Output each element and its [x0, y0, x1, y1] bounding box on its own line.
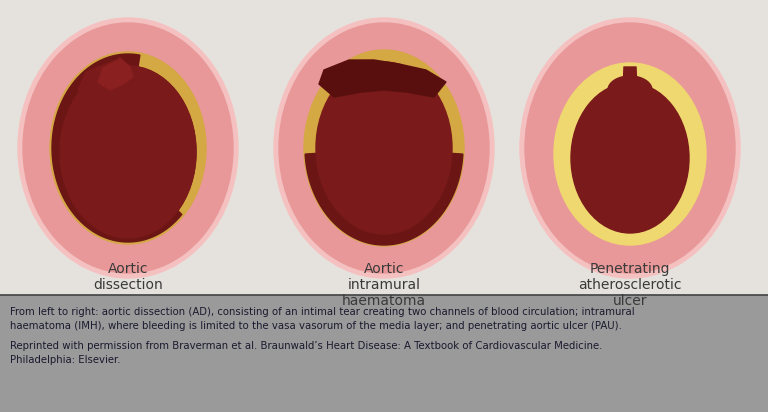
Ellipse shape	[316, 62, 452, 234]
Polygon shape	[78, 60, 136, 102]
Ellipse shape	[520, 18, 740, 278]
Text: Penetrating
atherosclerotic
ulcer: Penetrating atherosclerotic ulcer	[578, 262, 682, 309]
Text: Aortic
dissection: Aortic dissection	[93, 262, 163, 292]
Text: haematoma (IMH), where bleeding is limited to the vasa vasorum of the media laye: haematoma (IMH), where bleeding is limit…	[10, 321, 622, 331]
Polygon shape	[623, 67, 637, 90]
Text: Reprinted with permission from Braverman et al. Braunwald’s Heart Disease: A Tex: Reprinted with permission from Braverman…	[10, 341, 602, 351]
Text: From left to right: aortic dissection (AD), consisting of an intimal tear creati: From left to right: aortic dissection (A…	[10, 307, 634, 317]
Ellipse shape	[554, 63, 706, 245]
Ellipse shape	[274, 18, 494, 278]
Ellipse shape	[571, 83, 689, 233]
Ellipse shape	[18, 18, 238, 278]
Polygon shape	[608, 76, 652, 90]
Ellipse shape	[23, 23, 233, 273]
Polygon shape	[305, 153, 463, 245]
Bar	[0, 295, 768, 412]
Ellipse shape	[50, 52, 206, 244]
Ellipse shape	[304, 50, 464, 246]
Polygon shape	[52, 54, 182, 242]
Ellipse shape	[279, 23, 489, 273]
Ellipse shape	[60, 66, 196, 238]
Ellipse shape	[60, 66, 196, 238]
Polygon shape	[319, 60, 446, 97]
Text: Aortic
intramural
haematoma: Aortic intramural haematoma	[342, 262, 426, 309]
Text: Philadelphia: Elsevier.: Philadelphia: Elsevier.	[10, 355, 121, 365]
Ellipse shape	[525, 23, 735, 273]
Polygon shape	[98, 58, 133, 90]
